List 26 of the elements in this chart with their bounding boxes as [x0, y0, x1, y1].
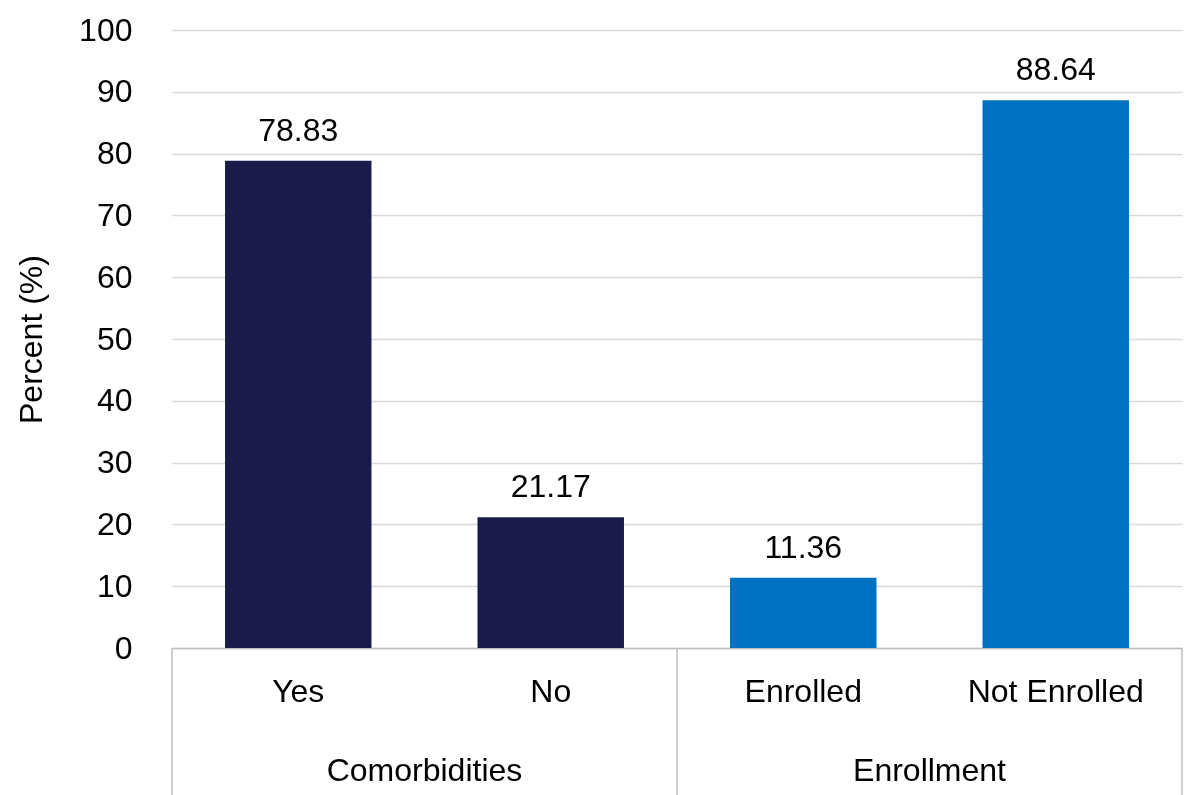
x-tick-label: No — [530, 672, 572, 709]
y-tick-label: 80 — [96, 135, 133, 172]
y-tick-label: 90 — [96, 73, 133, 110]
y-tick-label: 10 — [96, 567, 133, 604]
bar — [225, 160, 372, 648]
bar — [477, 517, 624, 648]
bar — [730, 577, 877, 648]
x-tick-label: Yes — [272, 672, 325, 709]
text: Enrollment — [853, 752, 1007, 788]
data-label: 88.64 — [1015, 51, 1096, 88]
y-tick-label: 0 — [114, 629, 133, 666]
x-tick-label: Not Enrolled — [967, 672, 1144, 709]
y-tick-label: 70 — [96, 196, 133, 233]
data-label: 21.17 — [510, 468, 591, 505]
data-label: 78.83 — [258, 111, 339, 148]
y-tick-label: 60 — [96, 258, 133, 295]
y-tick-label: 50 — [96, 320, 133, 357]
y-tick-label: 100 — [79, 11, 133, 48]
y-tick-label: 20 — [96, 505, 133, 542]
text: Comorbidities — [326, 752, 523, 788]
x-tick-label: Enrolled — [744, 672, 862, 709]
y-axis-title: Percent (%) — [13, 255, 50, 424]
y-tick-label: 30 — [96, 444, 133, 481]
data-label: 11.36 — [764, 528, 843, 565]
y-tick-label: 40 — [96, 382, 133, 419]
bar — [982, 100, 1129, 648]
